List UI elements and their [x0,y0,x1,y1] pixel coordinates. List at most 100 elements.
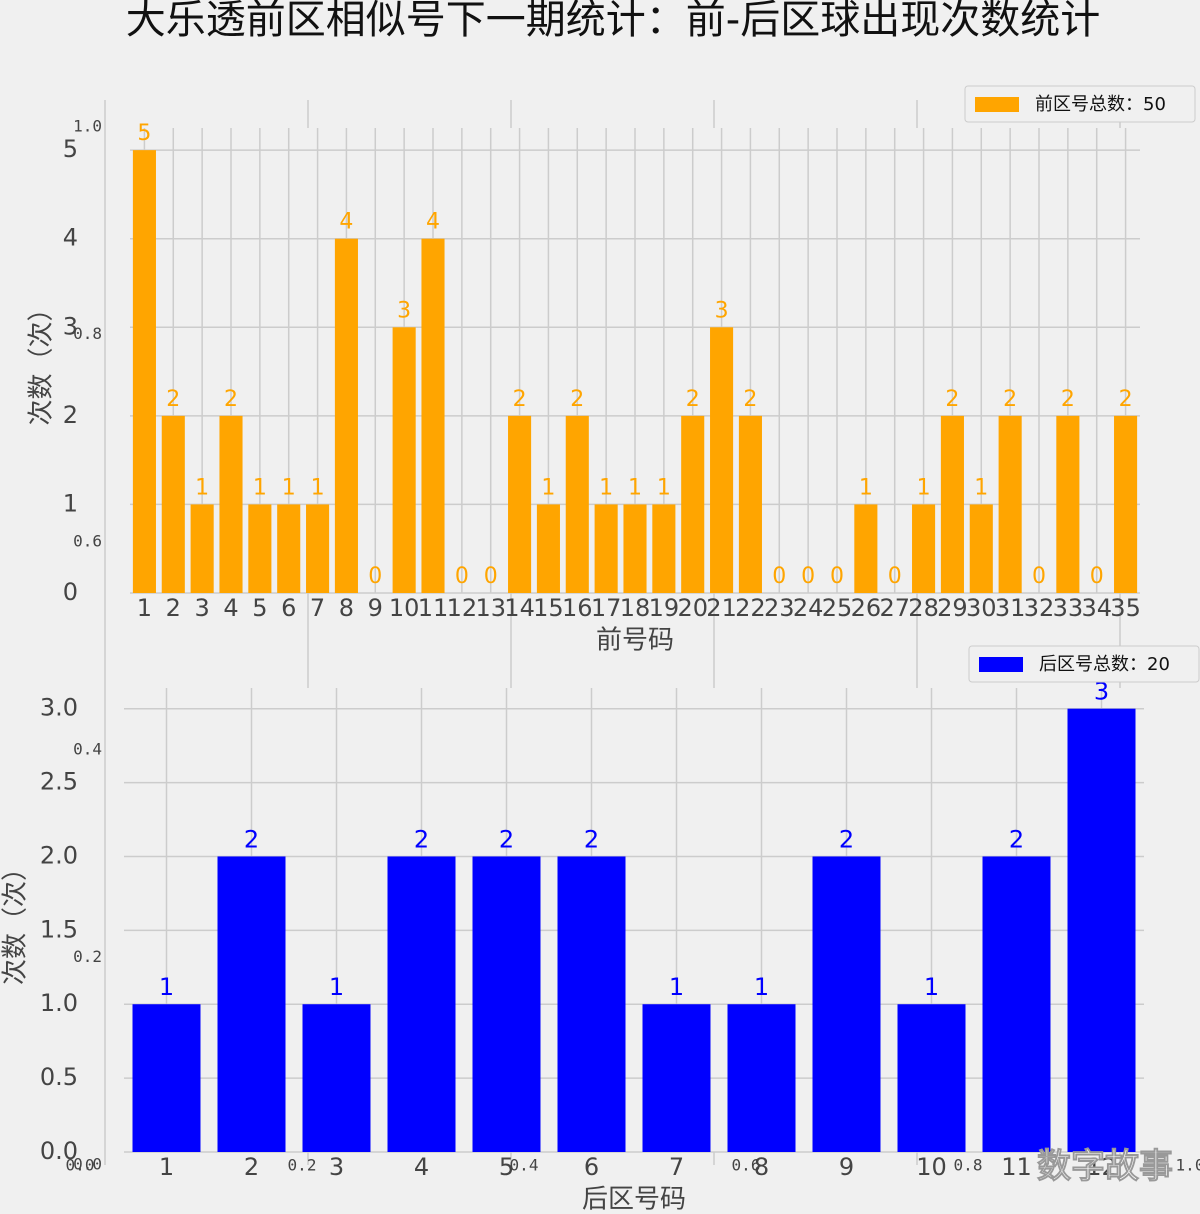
x-tick-label: 27 [879,594,910,622]
bar [302,1004,371,1152]
y-tick-label: 1.0 [40,989,78,1017]
value-label: 2 [743,387,757,412]
legend-label: 前区号总数：50 [1035,94,1166,115]
value-label: 3 [715,298,729,323]
value-label: 4 [339,210,353,235]
chart-title: 大乐透前区相似号下一期统计：前-后区球出现次数统计 [126,0,1100,43]
x-tick-label: 10 [916,1153,947,1181]
value-label: 2 [499,825,514,853]
value-label: 2 [414,825,429,853]
y-tick-label: 0.5 [40,1063,78,1091]
bar [940,415,964,593]
bar [594,504,618,593]
x-tick-label: 35 [1110,594,1141,622]
bar [1056,415,1080,593]
value-label: 2 [570,387,584,412]
x-tick-label: 11 [418,594,449,622]
value-label: 2 [244,825,259,853]
value-label: 2 [584,825,599,853]
value-label: 0 [830,564,844,589]
bar [812,856,881,1152]
value-label: 1 [541,475,555,500]
bg-x-tick-label: 0.2 [288,1156,317,1175]
value-label: 5 [137,121,151,146]
x-tick-label: 7 [310,594,325,622]
x-tick-label: 5 [499,1153,514,1181]
bg-y-tick-label: 1.0 [73,117,102,136]
x-tick-label: 14 [504,594,535,622]
legend-box [968,645,1200,683]
value-label: 3 [397,298,411,323]
bar [161,415,185,593]
x-tick-label: 2 [166,594,181,622]
bar [508,415,532,593]
legend-swatch [979,657,1023,672]
bar [982,856,1051,1152]
x-tick-label: 12 [447,594,478,622]
value-label: 2 [1061,387,1075,412]
bar [854,504,878,593]
value-label: 1 [282,475,296,500]
bar [565,415,589,593]
y-tick-label: 2.5 [40,768,78,796]
value-label: 0 [772,564,786,589]
x-tick-label: 5 [252,594,267,622]
bar [681,415,705,593]
x-tick-label: 10 [389,594,420,622]
x-tick-label: 1 [137,594,152,622]
bar [472,856,541,1152]
value-label: 3 [1094,678,1109,706]
bar [1114,415,1138,593]
bar [217,856,286,1152]
legend-box [964,85,1196,123]
x-tick-label: 11 [1001,1153,1032,1181]
bar [652,504,676,593]
x-tick-label: 4 [223,594,238,622]
bar [738,415,762,593]
bar [387,856,456,1152]
legend-swatch [975,97,1019,112]
x-tick-label: 2 [244,1153,259,1181]
bar [897,1004,966,1152]
x-tick-label: 20 [677,594,708,622]
bar [623,504,647,593]
bar [710,327,734,593]
y-tick-label: 5 [63,135,78,163]
value-label: 2 [1119,387,1133,412]
value-label: 1 [599,475,613,500]
value-label: 1 [924,973,939,1001]
bg-x-tick-label: 0.4 [510,1156,539,1175]
value-label: 0 [1032,564,1046,589]
value-label: 1 [311,475,325,500]
bar [132,1004,201,1152]
value-label: 1 [159,973,174,1001]
bar [334,238,358,593]
bar [727,1004,796,1152]
bar [1067,708,1136,1152]
bg-x-tick-label: 0.6 [732,1156,761,1175]
x-tick-label: 26 [851,594,882,622]
value-label: 1 [754,973,769,1001]
bar [392,327,416,593]
x-tick-label: 3 [329,1153,344,1181]
y-tick-label: 3.0 [40,694,78,722]
x-tick-label: 25 [822,594,853,622]
value-label: 1 [917,475,931,500]
value-label: 1 [195,475,209,500]
x-tick-label: 21 [706,594,737,622]
y-tick-label: 4 [63,224,78,252]
x-tick-label: 8 [339,594,354,622]
bar [557,856,626,1152]
x-tick-label: 12 [1086,1153,1117,1181]
value-label: 0 [368,564,382,589]
bg-y-tick-label: 0.8 [73,324,102,343]
value-label: 1 [253,475,267,500]
x-tick-label: 7 [669,1153,684,1181]
x-tick-label: 8 [754,1153,769,1181]
x-tick-label: 1 [159,1153,174,1181]
value-label: 1 [669,973,684,1001]
x-tick-label: 17 [591,594,622,622]
bg-y-tick-label: 0.6 [73,532,102,551]
y-tick-label: 0 [63,578,78,606]
x-tick-label: 3 [195,594,210,622]
